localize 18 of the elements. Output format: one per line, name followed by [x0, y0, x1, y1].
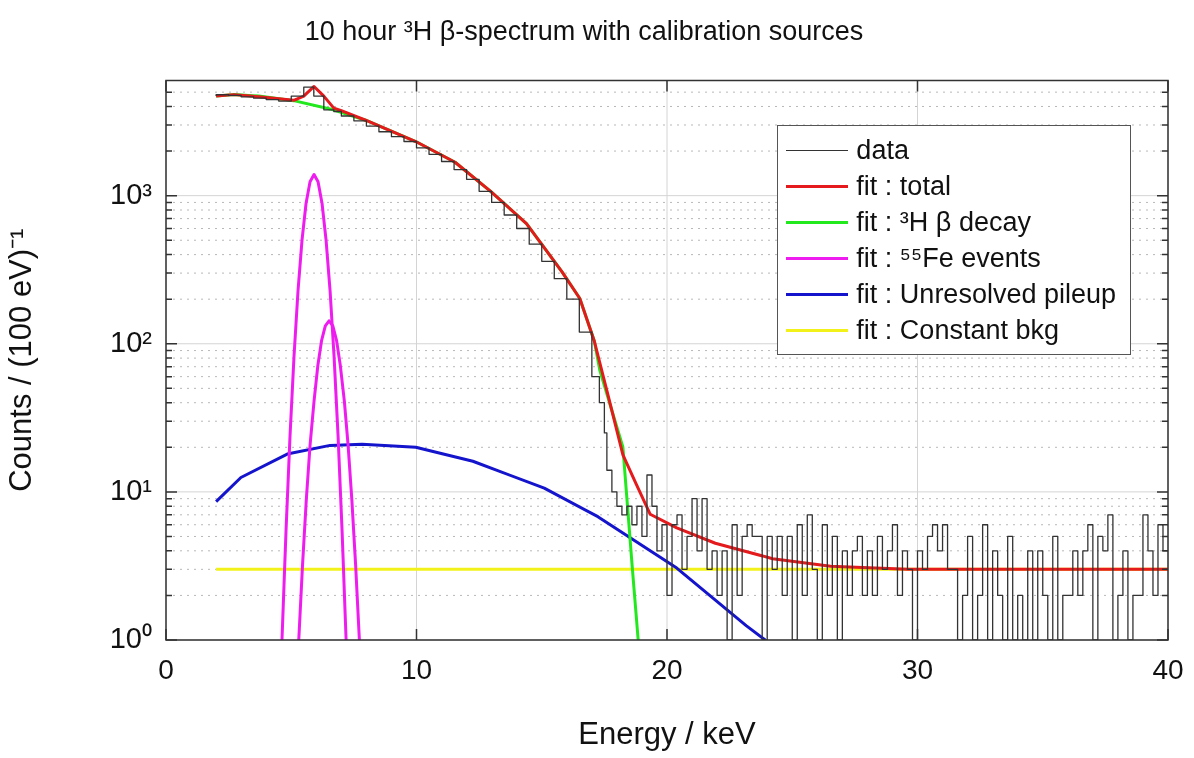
x-tick-label: 40 — [1152, 653, 1184, 685]
chart-title: 10 hour ³H β-spectrum with calibration sources — [304, 15, 864, 46]
x-tick-label: 30 — [901, 653, 934, 685]
legend-label: fit : total — [856, 170, 951, 202]
y-axis-title: Counts / (100 eV)⁻¹ — [3, 228, 39, 492]
legend-label: data — [856, 134, 909, 166]
legend-label: fit : Constant bkg — [856, 314, 1059, 346]
x-axis-title: Energy / keV — [578, 715, 757, 751]
y-tick-label: 10³ — [110, 177, 153, 210]
y-tick-label: 10¹ — [110, 473, 153, 506]
legend-label: fit : ³H β decay — [856, 206, 1031, 238]
x-tick-label: 0 — [158, 653, 174, 685]
x-tick-label: 10 — [400, 653, 433, 685]
y-tick-label: 10⁰ — [109, 622, 152, 654]
x-tick-label: 20 — [651, 653, 683, 685]
y-tick-label: 10² — [110, 325, 153, 358]
legend-label: fit : Unresolved pileup — [856, 278, 1116, 310]
legend-label: fit : ⁵⁵Fe events — [856, 242, 1041, 274]
